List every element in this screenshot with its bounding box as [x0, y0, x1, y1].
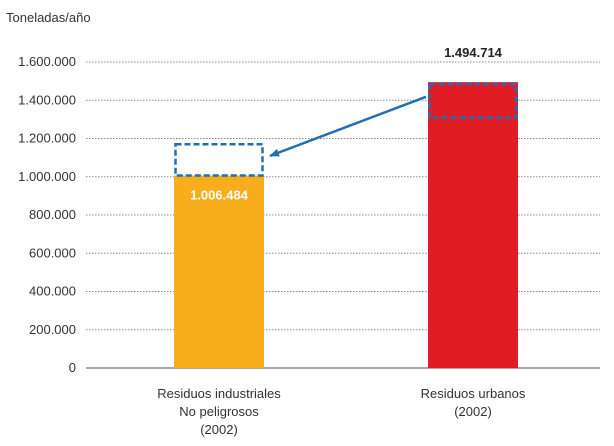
y-tick-label: 1.600.000 — [18, 54, 76, 69]
bar-value-label: 1.494.714 — [444, 45, 503, 60]
y-tick-label: 1.000.000 — [18, 169, 76, 184]
transfer-arrow — [269, 95, 427, 158]
annotation-layer — [174, 82, 518, 177]
x-category-label: (2002) — [200, 422, 238, 437]
y-tick-label: 1.400.000 — [18, 92, 76, 107]
labels-layer: 1.006.484 Residuos industriales No peligro… — [157, 45, 526, 437]
source-dashed-box — [428, 82, 518, 119]
y-tick-label: 0 — [69, 360, 76, 375]
x-category-label: (2002) — [454, 404, 492, 419]
y-tick-label: 600.000 — [29, 245, 76, 260]
y-tick-label: 800.000 — [29, 207, 76, 222]
grid-layer: 0 200.000 400.000 600.000 800.000 1.000.000 1.… — [18, 54, 600, 375]
target-dashed-box — [174, 142, 264, 177]
x-category-label: Residuos urbanos — [421, 386, 526, 401]
y-tick-label: 1.200.000 — [18, 131, 76, 146]
bar-1 — [174, 175, 264, 368]
bar-2 — [428, 82, 518, 368]
x-category-label: Residuos industriales — [157, 386, 281, 401]
y-axis-title: Toneladas/año — [6, 10, 91, 25]
bars-layer — [174, 82, 518, 368]
y-tick-label: 400.000 — [29, 284, 76, 299]
bar-value-label: 1.006.484 — [190, 188, 249, 203]
x-category-label: No peligrosos — [179, 404, 259, 419]
y-tick-label: 200.000 — [29, 322, 76, 337]
